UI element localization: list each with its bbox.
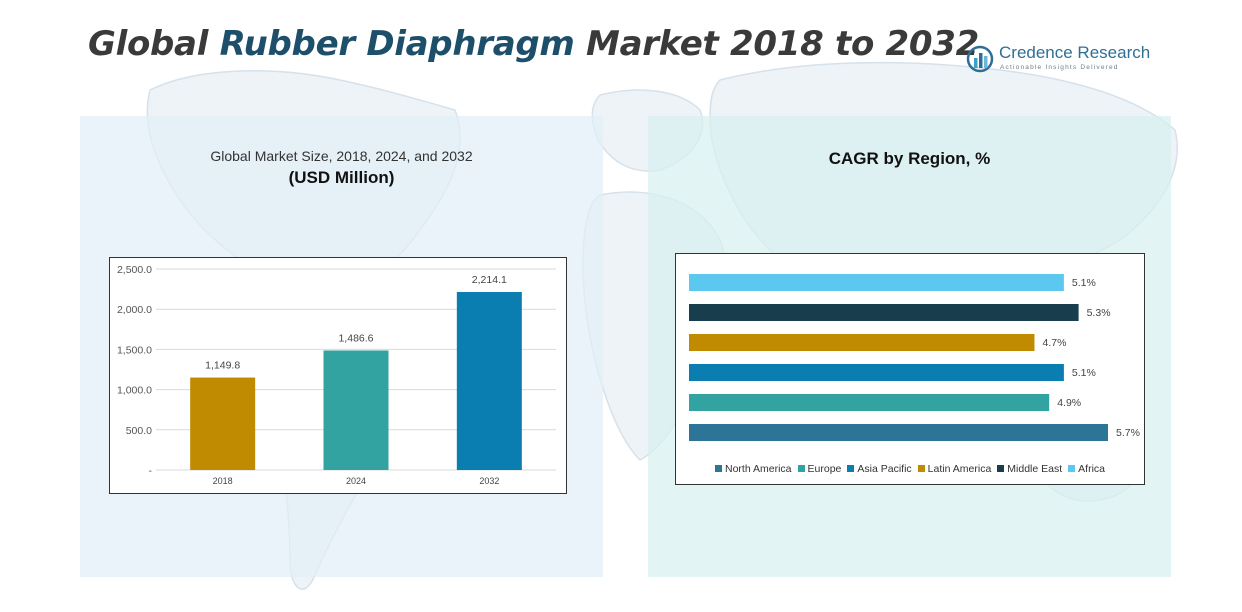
y-tick-label: - [149,465,153,477]
title-product-name: Rubber Diaphragm [219,24,575,64]
bar-africa [689,274,1064,291]
legend-swatch [797,465,805,472]
legend-item: North America [715,463,792,475]
bar-value-label: 1,149.8 [205,360,240,372]
x-tick-label: 2018 [213,476,233,486]
bar-value-label: 2,214.1 [472,274,507,286]
bar-2024 [323,350,389,470]
bar-asia-pacific [689,364,1064,381]
bar-latin-america [689,334,1035,351]
bar-value-label: 5.1% [1072,367,1096,379]
legend-label: Europe [807,463,842,475]
y-tick-label: 2,500.0 [117,264,152,276]
x-tick-label: 2024 [346,476,366,486]
legend-item: Asia Pacific [847,463,912,475]
logo-icon [966,45,994,73]
y-tick-label: 2,000.0 [117,304,152,316]
x-tick-label: 2032 [479,476,499,486]
logo-tagline: Actionable Insights Delivered [1000,64,1119,71]
legend-item: Latin America [917,463,992,475]
bar-value-label: 5.1% [1072,277,1096,289]
cagr-chart: 5.1% 5.3% 4.7% 5.1% 4.9% 5.7% North America Eu… [675,253,1145,485]
legend-item: Middle East [997,463,1062,475]
bar-europe [689,394,1050,411]
bar-value-label: 5.7% [1116,427,1140,439]
y-tick-label: 500.0 [126,425,152,437]
bar-middle-east [689,304,1079,321]
legend-swatch [1068,465,1076,472]
legend-label: Latin America [927,463,992,475]
legend-label: North America [725,463,792,475]
legend-swatch [847,465,855,472]
bar-2032 [456,291,522,470]
logo-name: Credence Research [999,43,1151,62]
bar-value-label: 1,486.6 [338,332,373,344]
market-size-panel: Global Market Size, 2018, 2024, and 2032… [80,116,603,577]
page-title: Global Rubber Diaphragm Market 2018 to 2… [88,24,979,64]
title-suffix: Market 2018 to 2032 [574,24,979,64]
cagr-legend: North America Europe Asia Pacific Latin Ame… [676,463,1144,475]
legend-swatch [715,465,722,472]
cagr-chart-title: CAGR by Region, % [828,149,991,168]
bar-2018 [190,377,256,470]
market-size-chart: - 500.0 1,000.0 1,500.0 2,000.0 2,500.0 1,149.… [109,257,567,494]
cagr-bar-chart: 5.1% 5.3% 4.7% 5.1% 4.9% 5.7% [689,274,1140,441]
y-tick-label: 1,000.0 [117,385,152,397]
title-prefix: Global [88,24,220,64]
bar-north-america [689,424,1108,441]
legend-label: Asia Pacific [857,463,912,475]
legend-label: Middle East [1007,463,1063,475]
legend-item: Africa [1068,463,1105,475]
legend-item: Europe [797,463,842,475]
y-tick-label: 1,500.0 [117,344,152,356]
market-size-unit: (USD Million) [288,168,395,187]
legend-swatch [917,465,925,472]
legend-swatch [997,465,1005,472]
bar-value-label: 5.3% [1087,307,1111,319]
market-size-bar-chart: - 500.0 1,000.0 1,500.0 2,000.0 2,500.0 1,149.… [117,264,556,486]
market-size-chart-title: Global Market Size, 2018, 2024, and 2032 [210,148,473,164]
cagr-panel: CAGR by Region, % 5.1% 5.3% 4.7% 5.1% 4.9% 5.… [648,116,1171,577]
bar-value-label: 4.9% [1057,397,1081,409]
credence-research-logo: Credence Research Actionable Insights De… [966,42,1166,76]
bar-value-label: 4.7% [1042,337,1066,349]
legend-label: Africa [1078,463,1105,475]
